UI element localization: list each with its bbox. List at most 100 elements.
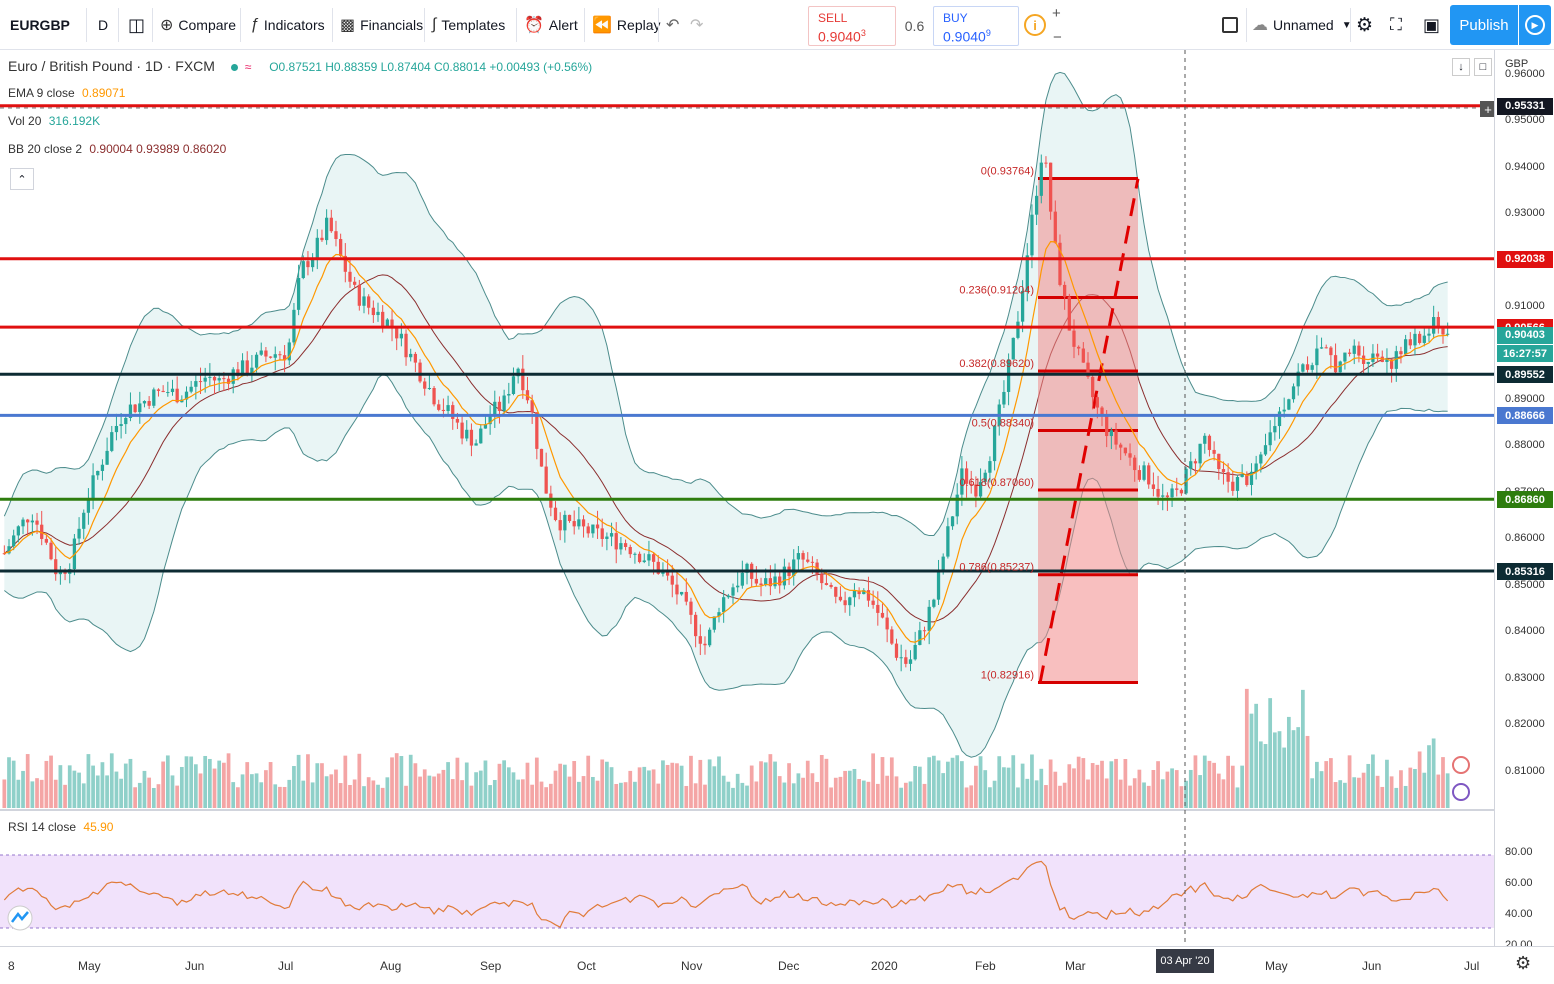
layout-name-button[interactable]: ☁ Unnamed ▼ bbox=[1252, 0, 1352, 50]
alert-button[interactable]: ⏰ Alert bbox=[524, 0, 578, 50]
candle-body bbox=[764, 578, 768, 586]
gear-icon[interactable]: ⚙ bbox=[1515, 953, 1532, 973]
candle-body bbox=[539, 448, 544, 467]
legend-volume[interactable]: Vol 20 316.192K bbox=[8, 114, 100, 128]
fullscreen-icon[interactable]: ⛶ bbox=[1390, 15, 1402, 34]
time-axis[interactable]: 8 May Jun Jul Aug Sep Oct Nov Dec 2020 Feb Mar May Ju… bbox=[0, 946, 1554, 984]
chart-style-icon[interactable]: ◫ bbox=[128, 14, 146, 35]
top-toolbar: EURGBP D ◫ ⊕ Compare ƒ Indicators ▩ Financi… bbox=[0, 0, 1554, 50]
info-icon[interactable]: i bbox=[1024, 14, 1046, 36]
indicators-button[interactable]: ƒ Indicators bbox=[250, 0, 325, 50]
volume-bar bbox=[955, 755, 960, 808]
legend-rsi[interactable]: RSI 14 close 45.90 bbox=[8, 820, 113, 834]
templates-label: Templates bbox=[441, 17, 506, 33]
candle-body bbox=[577, 519, 581, 527]
buy-button[interactable]: BUY 0.90409 bbox=[933, 6, 1019, 46]
candle-body bbox=[843, 600, 847, 606]
volume-bar bbox=[198, 773, 203, 808]
volume-bar bbox=[1286, 716, 1291, 808]
volume-bar bbox=[1263, 744, 1268, 808]
add-level-icon[interactable]: + bbox=[1480, 101, 1496, 117]
candle-body bbox=[838, 596, 843, 601]
volume-bar bbox=[894, 776, 899, 808]
legend-ema[interactable]: EMA 9 close 0.89071 bbox=[8, 86, 125, 100]
volume-bar bbox=[1357, 777, 1361, 808]
volume-bar bbox=[1174, 770, 1179, 808]
symbol-search[interactable]: EURGBP bbox=[10, 17, 70, 33]
price-chart[interactable]: 0(0.93764) 0.236(0.91204) 0.382(0.89620) 0.… bbox=[0, 50, 1494, 946]
legend-symbol-row[interactable]: Euro / British Pound · 1D · FXCM ≈ O0.87… bbox=[8, 58, 592, 74]
volume-bar bbox=[264, 770, 268, 808]
select-checkbox-icon[interactable] bbox=[1222, 0, 1238, 50]
candle-body bbox=[1002, 391, 1006, 405]
candle-body bbox=[1249, 471, 1254, 485]
volume-bar bbox=[133, 787, 137, 808]
candle-body bbox=[2, 553, 6, 555]
candle-body bbox=[105, 450, 109, 465]
volume-bar bbox=[922, 783, 927, 808]
collapse-legend-button[interactable]: ⌃ bbox=[10, 168, 34, 190]
compare-button[interactable]: ⊕ Compare bbox=[160, 0, 236, 50]
volume-bar bbox=[605, 761, 609, 808]
plus-icon[interactable]: + bbox=[1052, 4, 1061, 22]
legend-bb[interactable]: BB 20 close 2 0.90004 0.93989 0.86020 bbox=[8, 142, 226, 156]
candle-body bbox=[946, 526, 950, 557]
volume-bar bbox=[1300, 689, 1305, 808]
volume-bar bbox=[114, 771, 119, 808]
sell-button[interactable]: SELL 0.90403 bbox=[808, 6, 896, 46]
candle-body bbox=[1203, 435, 1207, 444]
templates-button[interactable]: ∫ Templates bbox=[432, 0, 505, 50]
candle-body bbox=[1389, 359, 1394, 369]
candle-body bbox=[1324, 347, 1328, 349]
interval-button[interactable]: D bbox=[98, 17, 109, 33]
candle-body bbox=[1086, 362, 1090, 377]
price-label: 0.92038 bbox=[1497, 250, 1553, 268]
candle-body bbox=[829, 584, 833, 587]
horizontal-levels[interactable] bbox=[0, 104, 1494, 573]
candle-body bbox=[605, 536, 609, 539]
candle-body bbox=[1446, 333, 1450, 335]
scroll-down-icon[interactable]: ↓ bbox=[1452, 58, 1470, 76]
publish-options-button[interactable]: ▶ bbox=[1519, 5, 1551, 45]
camera-icon[interactable]: ▣ bbox=[1423, 14, 1441, 35]
volume-bar bbox=[1193, 755, 1198, 808]
volume-bar bbox=[413, 763, 418, 808]
volume-bar bbox=[422, 769, 427, 808]
crosshair-date-label: 03 Apr '20 bbox=[1156, 949, 1214, 973]
volume-bar bbox=[147, 777, 152, 808]
volume-bar bbox=[749, 765, 754, 808]
volume-bar bbox=[1315, 761, 1319, 808]
bb-basis: 0.90004 bbox=[89, 142, 133, 156]
price-axis[interactable]: GBP 0.960000.950000.940000.930000.920000… bbox=[1494, 50, 1554, 951]
candle-body bbox=[591, 524, 595, 534]
candle-body bbox=[418, 362, 422, 382]
bb-label: BB 20 close 2 bbox=[8, 142, 83, 156]
volume-bar bbox=[1179, 786, 1184, 808]
publish-button[interactable]: Publish bbox=[1450, 5, 1518, 45]
candle-body bbox=[371, 307, 375, 316]
trade-marker-icon[interactable] bbox=[1452, 756, 1470, 801]
maximize-pane-icon[interactable]: □ bbox=[1474, 58, 1492, 76]
candle-body bbox=[651, 554, 656, 562]
financials-button[interactable]: ▩ Financials bbox=[340, 0, 423, 50]
gear-icon[interactable]: ⚙ bbox=[1356, 14, 1374, 36]
volume-bar bbox=[1128, 785, 1132, 808]
replay-button[interactable]: ⏪ Replay bbox=[592, 0, 661, 50]
volume-bar bbox=[2, 779, 7, 808]
minus-icon[interactable]: − bbox=[1053, 28, 1062, 46]
candle-body bbox=[1170, 488, 1174, 498]
candle-body bbox=[21, 519, 25, 527]
candle-body bbox=[1245, 474, 1249, 485]
redo-icon[interactable]: ↷ bbox=[690, 17, 704, 34]
volume-bar bbox=[847, 770, 852, 808]
candle-body bbox=[1161, 495, 1165, 497]
volume-bar bbox=[1202, 755, 1207, 808]
candle-body bbox=[1277, 411, 1282, 427]
candle-body bbox=[941, 556, 945, 572]
volume-bar bbox=[142, 770, 147, 808]
volume-bar bbox=[7, 757, 11, 808]
undo-icon[interactable]: ↶ bbox=[666, 17, 680, 34]
candle-body bbox=[736, 585, 740, 588]
tv-logo-icon[interactable] bbox=[7, 905, 33, 931]
volume-bar bbox=[86, 754, 91, 808]
